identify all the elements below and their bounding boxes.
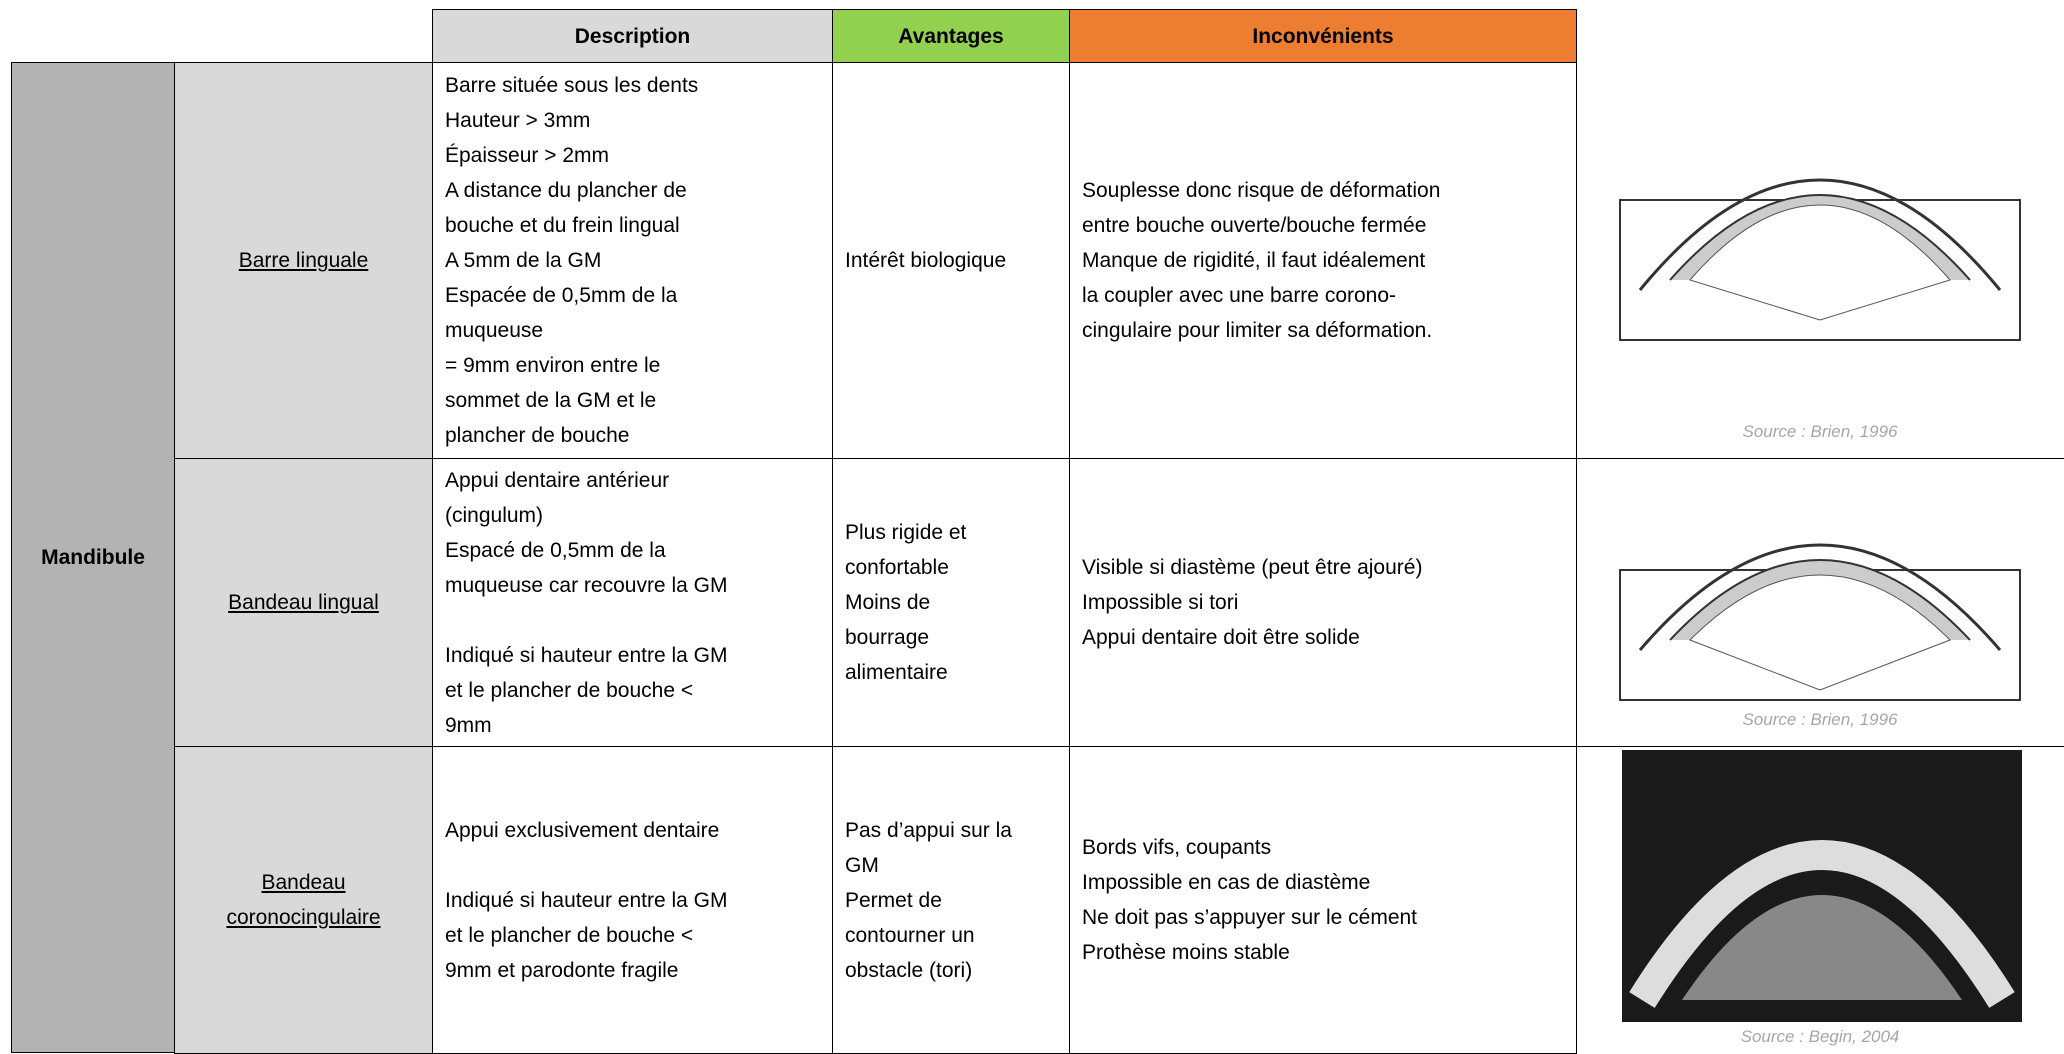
source-caption: Source : Brien, 1996 (1742, 710, 1898, 729)
description-cell: Appui exclusivement dentaire Indiqué si h… (432, 746, 833, 1054)
text: bouche et du frein lingual (445, 214, 680, 237)
text: Bords vifs, coupants (1082, 836, 1272, 859)
row-label: Barre linguale (174, 62, 433, 459)
text: GM (845, 853, 879, 877)
illustration (1619, 178, 2021, 341)
text: cingulaire pour limiter sa déformation. (1082, 319, 1433, 342)
row-label: Bandeau lingual (174, 458, 433, 747)
text: Permet de (845, 888, 942, 912)
text: Moins de (845, 591, 931, 614)
text: Intérêt biologique (845, 249, 1007, 272)
text: Inconvénients (1252, 24, 1394, 48)
text: Prothèse moins stable (1082, 941, 1290, 964)
text: Avantages (898, 24, 1004, 48)
text: Appui dentaire doit être solide (1082, 626, 1360, 649)
text: Épaisseur > 2mm (445, 144, 609, 167)
text: Souplesse donc risque de déformation (1082, 179, 1441, 202)
text: bourrage (845, 626, 930, 649)
text: 9mm (445, 713, 492, 737)
text: sommet de la GM et le (445, 389, 657, 412)
text: Impossible si tori (1082, 591, 1239, 614)
text: (cingulum) (445, 503, 544, 527)
text: Espacée de 0,5mm de la (445, 284, 678, 307)
row-separator (1576, 746, 2064, 747)
inconvenients-cell: Visible si diastème (peut être ajouré) Im… (1069, 458, 1577, 747)
text: 9mm et parodonte fragile (445, 958, 679, 982)
text: Bandeau lingual (228, 591, 379, 614)
illustration (1619, 543, 2021, 701)
text: et le plancher de bouche < (445, 923, 694, 947)
text: Espacé de 0,5mm de la (445, 538, 666, 562)
text: confortable (845, 556, 949, 579)
text: Indiqué si hauteur entre la GM (445, 888, 728, 912)
text: Ne doit pas s’appuyer sur le cément (1082, 906, 1418, 929)
text: muqueuse car recouvre la GM (445, 573, 728, 597)
text: A distance du plancher de (445, 179, 687, 202)
description-cell: Appui dentaire antérieur (cingulum) Espacé… (432, 458, 833, 747)
photo (1622, 750, 2022, 1022)
source-caption: Source : Begin, 2004 (1740, 1027, 1900, 1046)
row-separator (1576, 458, 2064, 459)
text: Appui dentaire antérieur (445, 468, 670, 492)
text: = 9mm environ entre le (445, 354, 661, 377)
text: Manque de rigidité, il faut idéalement (1082, 249, 1426, 272)
text: alimentaire (845, 661, 948, 684)
text: muqueuse (445, 319, 544, 342)
header-cell: Avantages (832, 9, 1070, 63)
text: Description (574, 24, 691, 48)
text: A 5mm de la GM (445, 249, 602, 272)
text: contourner un (845, 923, 975, 947)
header-cell: Inconvénients (1069, 9, 1577, 63)
group-cell: Mandibule (11, 62, 175, 1053)
text: Mandibule (41, 546, 145, 569)
text: Appui exclusivement dentaire (445, 818, 720, 842)
text: Impossible en cas de diastème (1082, 871, 1371, 894)
row-label: Bandeau coronocingulaire (174, 746, 433, 1054)
text: et le plancher de bouche < (445, 678, 694, 702)
text: Barre située sous les dents (445, 74, 699, 97)
avantages-cell: Intérêt biologique (832, 62, 1070, 459)
text: entre bouche ouverte/bouche fermée (1082, 214, 1427, 237)
text: Bandeau (261, 871, 346, 894)
text: Pas d’appui sur la (845, 818, 1012, 842)
header-cell: Description (432, 9, 833, 63)
text: la coupler avec une barre corono- (1082, 284, 1397, 307)
text: Plus rigide et (845, 521, 967, 544)
text: Barre linguale (238, 249, 369, 272)
text: plancher de bouche (445, 424, 630, 447)
inconvenients-cell: Bords vifs, coupants Impossible en cas de… (1069, 746, 1577, 1054)
text: coronocingulaire (226, 906, 381, 929)
avantages-cell: Plus rigide et confortable Moins de bourrag… (832, 458, 1070, 747)
inconvenients-cell: Souplesse donc risque de déformation entr… (1069, 62, 1577, 459)
text: Visible si diastème (peut être ajouré) (1082, 556, 1423, 579)
avantages-cell: Pas d’appui sur la GM Permet de contourner … (832, 746, 1070, 1054)
text: obstacle (tori) (845, 958, 973, 982)
text: Hauteur > 3mm (445, 109, 591, 132)
text: Indiqué si hauteur entre la GM (445, 643, 728, 667)
source-caption: Source : Brien, 1996 (1742, 422, 1898, 441)
description-cell: Barre située sous les dents Hauteur > 3mm… (432, 62, 833, 459)
